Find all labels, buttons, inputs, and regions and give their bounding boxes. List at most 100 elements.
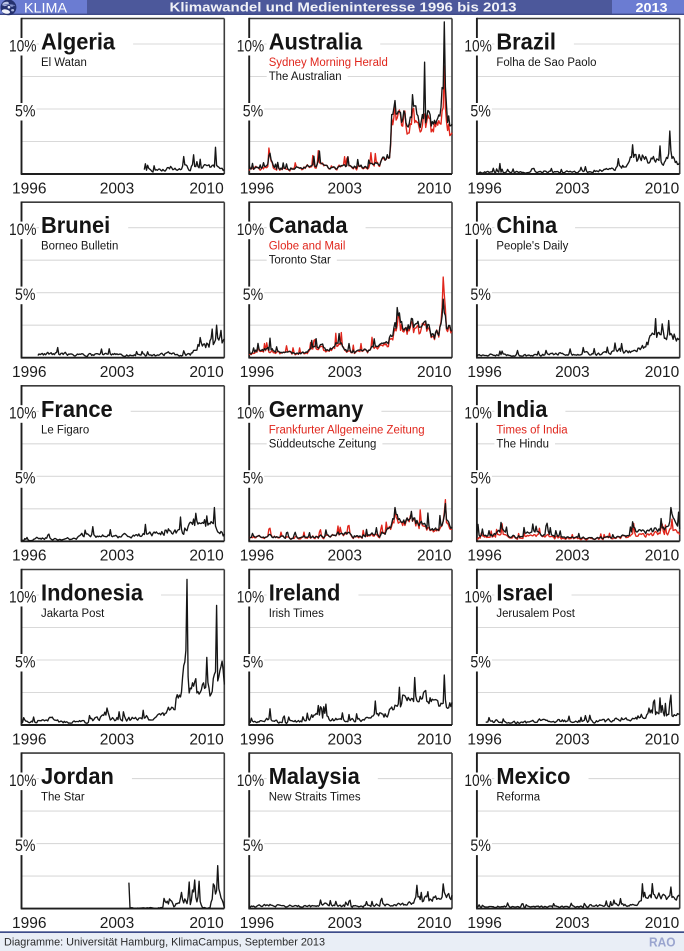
svg-text:10%: 10% <box>464 37 492 55</box>
svg-text:RAO: RAO <box>649 936 676 950</box>
svg-text:2003: 2003 <box>555 180 589 197</box>
svg-text:5%: 5% <box>15 102 36 120</box>
svg-text:2010: 2010 <box>189 364 224 381</box>
svg-text:10%: 10% <box>237 588 265 606</box>
svg-text:2010: 2010 <box>417 364 452 381</box>
svg-text:Diagramme: Universität Hamburg: Diagramme: Universität Hamburg, KlimaCam… <box>4 937 325 949</box>
svg-text:Ireland: Ireland <box>269 580 341 606</box>
svg-text:Süddeutsche Zeitung: Süddeutsche Zeitung <box>269 438 377 450</box>
svg-text:5%: 5% <box>243 470 264 488</box>
svg-text:2010: 2010 <box>645 731 680 748</box>
svg-text:5%: 5% <box>243 102 264 120</box>
svg-text:2003: 2003 <box>327 548 361 565</box>
svg-text:10%: 10% <box>237 37 265 55</box>
svg-text:2003: 2003 <box>327 364 361 381</box>
svg-text:El Watan: El Watan <box>41 57 87 69</box>
svg-text:Folha de Sao Paolo: Folha de Sao Paolo <box>496 57 596 69</box>
svg-text:5%: 5% <box>15 470 36 488</box>
svg-text:New Straits Times: New Straits Times <box>269 792 361 804</box>
svg-text:1996: 1996 <box>240 364 274 381</box>
svg-text:The Hindu: The Hindu <box>496 438 549 450</box>
svg-text:2003: 2003 <box>555 731 589 748</box>
svg-text:5%: 5% <box>470 653 491 671</box>
svg-text:People's Daily: People's Daily <box>496 241 568 253</box>
svg-text:10%: 10% <box>9 405 37 423</box>
svg-text:2010: 2010 <box>417 180 452 197</box>
svg-text:Toronto Star: Toronto Star <box>269 255 331 267</box>
svg-text:2003: 2003 <box>100 548 134 565</box>
svg-text:Canada: Canada <box>269 212 348 238</box>
svg-text:10%: 10% <box>237 772 265 790</box>
svg-text:5%: 5% <box>470 837 491 855</box>
svg-text:1996: 1996 <box>240 180 274 197</box>
svg-text:Globe and Mail: Globe and Mail <box>269 241 346 253</box>
svg-text:2003: 2003 <box>100 731 134 748</box>
svg-text:2010: 2010 <box>645 548 680 565</box>
svg-text:2003: 2003 <box>327 731 361 748</box>
svg-text:1996: 1996 <box>467 548 501 565</box>
svg-text:1996: 1996 <box>240 548 274 565</box>
svg-text:Borneo Bulletin: Borneo Bulletin <box>41 241 118 253</box>
svg-text:Reforma: Reforma <box>496 792 540 804</box>
svg-text:2010: 2010 <box>417 731 452 748</box>
svg-text:Jakarta Post: Jakarta Post <box>41 608 105 620</box>
svg-text:5%: 5% <box>243 286 264 304</box>
svg-text:Sydney Morning Herald: Sydney Morning Herald <box>269 57 388 69</box>
svg-text:2003: 2003 <box>555 548 589 565</box>
svg-text:5%: 5% <box>470 102 491 120</box>
svg-text:10%: 10% <box>9 588 37 606</box>
svg-text:1996: 1996 <box>240 731 274 748</box>
svg-text:2010: 2010 <box>645 180 680 197</box>
svg-text:Frankfurter Allgemeine Zeitung: Frankfurter Allgemeine Zeitung <box>269 424 425 436</box>
svg-text:Algeria: Algeria <box>41 29 115 55</box>
svg-text:Brazil: Brazil <box>496 29 556 55</box>
svg-text:5%: 5% <box>470 470 491 488</box>
svg-text:2010: 2010 <box>417 548 452 565</box>
svg-text:1996: 1996 <box>240 915 274 932</box>
svg-text:5%: 5% <box>243 653 264 671</box>
svg-text:2003: 2003 <box>555 915 589 932</box>
svg-text:5%: 5% <box>15 653 36 671</box>
svg-text:The Australian: The Australian <box>269 71 342 83</box>
svg-text:2003: 2003 <box>100 364 134 381</box>
svg-text:France: France <box>41 396 113 422</box>
svg-text:1996: 1996 <box>467 180 501 197</box>
svg-text:The Star: The Star <box>41 792 85 804</box>
svg-text:1996: 1996 <box>467 915 501 932</box>
svg-text:5%: 5% <box>470 286 491 304</box>
svg-text:10%: 10% <box>464 405 492 423</box>
svg-text:Times of India: Times of India <box>496 424 568 436</box>
svg-text:10%: 10% <box>237 405 265 423</box>
svg-text:2003: 2003 <box>100 915 134 932</box>
svg-text:1996: 1996 <box>12 180 46 197</box>
svg-text:2010: 2010 <box>189 915 224 932</box>
svg-text:10%: 10% <box>9 772 37 790</box>
svg-text:10%: 10% <box>9 221 37 239</box>
svg-text:2010: 2010 <box>189 548 224 565</box>
svg-text:2013: 2013 <box>636 0 668 15</box>
svg-text:1996: 1996 <box>12 731 46 748</box>
svg-text:2010: 2010 <box>645 364 680 381</box>
svg-text:2010: 2010 <box>645 915 680 932</box>
svg-text:2003: 2003 <box>327 180 361 197</box>
svg-text:10%: 10% <box>237 221 265 239</box>
svg-text:Klimawandel und Medieninteress: Klimawandel und Medieninteresse 1996 bis… <box>170 1 517 15</box>
svg-text:Jerusalem Post: Jerusalem Post <box>496 608 575 620</box>
svg-text:2010: 2010 <box>189 731 224 748</box>
svg-text:Jordan: Jordan <box>41 763 114 789</box>
svg-text:5%: 5% <box>15 837 36 855</box>
svg-text:5%: 5% <box>243 837 264 855</box>
svg-text:1996: 1996 <box>467 364 501 381</box>
svg-text:2003: 2003 <box>327 915 361 932</box>
svg-text:2010: 2010 <box>417 915 452 932</box>
svg-text:Indonesia: Indonesia <box>41 580 143 606</box>
svg-text:China: China <box>496 212 557 238</box>
svg-text:2003: 2003 <box>555 364 589 381</box>
svg-text:Mexico: Mexico <box>496 763 570 789</box>
svg-text:Brunei: Brunei <box>41 212 110 238</box>
svg-text:Germany: Germany <box>269 396 364 422</box>
svg-text:1996: 1996 <box>12 364 46 381</box>
svg-text:5%: 5% <box>15 286 36 304</box>
svg-text:2010: 2010 <box>189 180 224 197</box>
svg-text:Israel: Israel <box>496 580 553 606</box>
